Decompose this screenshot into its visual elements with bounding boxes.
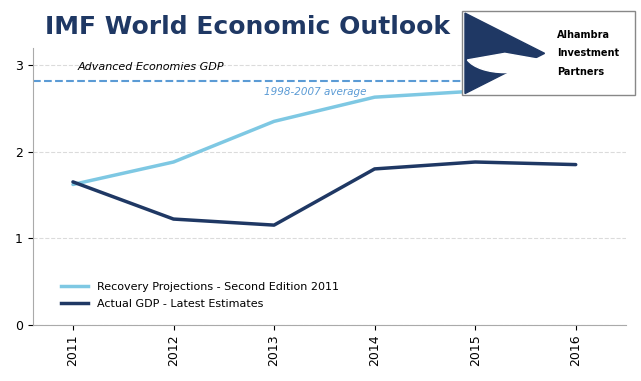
Text: Investment: Investment — [556, 48, 619, 58]
Text: Advanced Economies GDP: Advanced Economies GDP — [78, 62, 224, 72]
Text: Alhambra: Alhambra — [556, 30, 610, 40]
Wedge shape — [467, 53, 542, 73]
Text: IMF World Economic Outlook: IMF World Economic Outlook — [45, 15, 449, 39]
Legend: Recovery Projections - Second Edition 2011, Actual GDP - Latest Estimates: Recovery Projections - Second Edition 20… — [56, 278, 344, 314]
FancyBboxPatch shape — [462, 11, 635, 95]
Text: Partners: Partners — [556, 67, 604, 77]
Text: 1998-2007 average: 1998-2007 average — [264, 87, 367, 97]
Polygon shape — [465, 13, 545, 94]
